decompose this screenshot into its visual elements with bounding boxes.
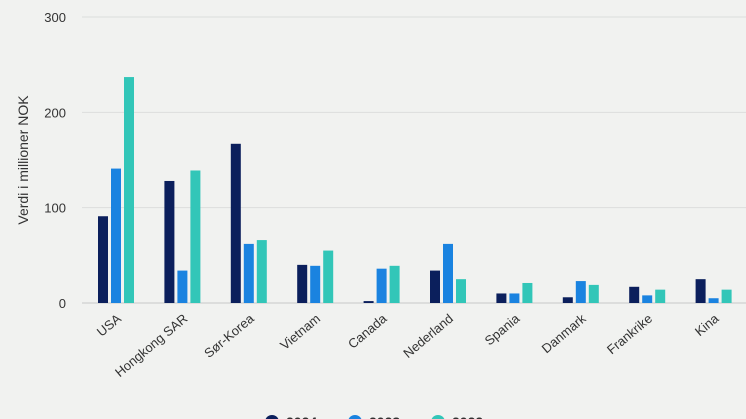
bar-2022-hongkong-sar[interactable] <box>190 170 201 303</box>
bar-2024-frankrike[interactable] <box>629 286 640 303</box>
bar-2023-vietnam[interactable] <box>310 265 321 303</box>
bar-2022-vietnam[interactable] <box>323 250 334 303</box>
bar-2023-nederland[interactable] <box>443 243 453 303</box>
bar-2023-sør-korea[interactable] <box>243 243 254 303</box>
y-tick-label: 100 <box>44 201 66 216</box>
bar-2024-usa[interactable] <box>98 216 108 303</box>
legend-label: 2024 <box>286 414 317 419</box>
legend-label: 2022 <box>452 414 483 419</box>
x-tick-label: Frankrike <box>604 311 655 357</box>
y-tick-label: 0 <box>59 296 66 311</box>
gridlines <box>82 16 746 304</box>
y-axis: 0 100 200 300 <box>44 10 66 311</box>
legend-marker <box>431 415 445 419</box>
bar-2023-danmark[interactable] <box>575 281 586 303</box>
bar-2023-usa[interactable] <box>111 168 121 303</box>
x-tick-label: Sør-Korea <box>201 310 257 361</box>
x-tick-label: USA <box>94 311 124 340</box>
bar-2022-nederland[interactable] <box>456 279 466 303</box>
x-tick-label: Danmark <box>539 310 589 356</box>
bar-2023-frankrike[interactable] <box>642 295 653 303</box>
x-tick-label: Hongkong SAR <box>112 311 190 380</box>
bar-2024-hongkong-sar[interactable] <box>164 180 175 303</box>
legend[interactable]: 2024 2023 2022 <box>265 414 483 419</box>
legend-label: 2023 <box>369 414 400 419</box>
legend-item-2023[interactable]: 2023 <box>348 414 400 419</box>
legend-item-2024[interactable]: 2024 <box>265 414 317 419</box>
bar-2022-canada[interactable] <box>389 265 400 303</box>
bar-2024-vietnam[interactable] <box>297 264 308 303</box>
legend-marker <box>348 415 362 419</box>
bar-2024-spania[interactable] <box>496 293 507 303</box>
x-tick-label: Spania <box>482 310 523 348</box>
bar-2022-spania[interactable] <box>522 282 533 303</box>
bar-2024-canada[interactable] <box>363 301 374 303</box>
bar-2022-kina[interactable] <box>721 289 732 303</box>
bar-2024-kina[interactable] <box>695 279 706 303</box>
bar-2022-usa[interactable] <box>124 77 134 303</box>
x-tick-label: Kina <box>692 310 722 339</box>
y-axis-label: Verdi i millioner NOK <box>15 95 31 225</box>
legend-item-2022[interactable]: 2022 <box>431 414 483 419</box>
y-tick-label: 300 <box>44 10 66 25</box>
x-tick-label: Canada <box>345 310 390 351</box>
bar-2024-danmark[interactable] <box>562 297 573 303</box>
bar-2022-sør-korea[interactable] <box>256 240 267 303</box>
bar-2023-canada[interactable] <box>376 268 387 303</box>
bar-2023-kina[interactable] <box>708 298 719 303</box>
bar-2023-spania[interactable] <box>509 293 520 303</box>
bar-2024-nederland[interactable] <box>430 270 440 303</box>
x-tick-label: Vietnam <box>277 311 323 353</box>
bar-2024-sør-korea[interactable] <box>230 143 241 303</box>
y-tick-label: 200 <box>44 105 66 120</box>
legend-marker <box>265 415 279 419</box>
bar-2022-danmark[interactable] <box>588 284 599 303</box>
bar-2023-hongkong-sar[interactable] <box>177 270 188 303</box>
bars <box>98 77 732 303</box>
x-tick-label: Nederland <box>400 311 456 361</box>
bar-2022-frankrike[interactable] <box>655 289 666 303</box>
